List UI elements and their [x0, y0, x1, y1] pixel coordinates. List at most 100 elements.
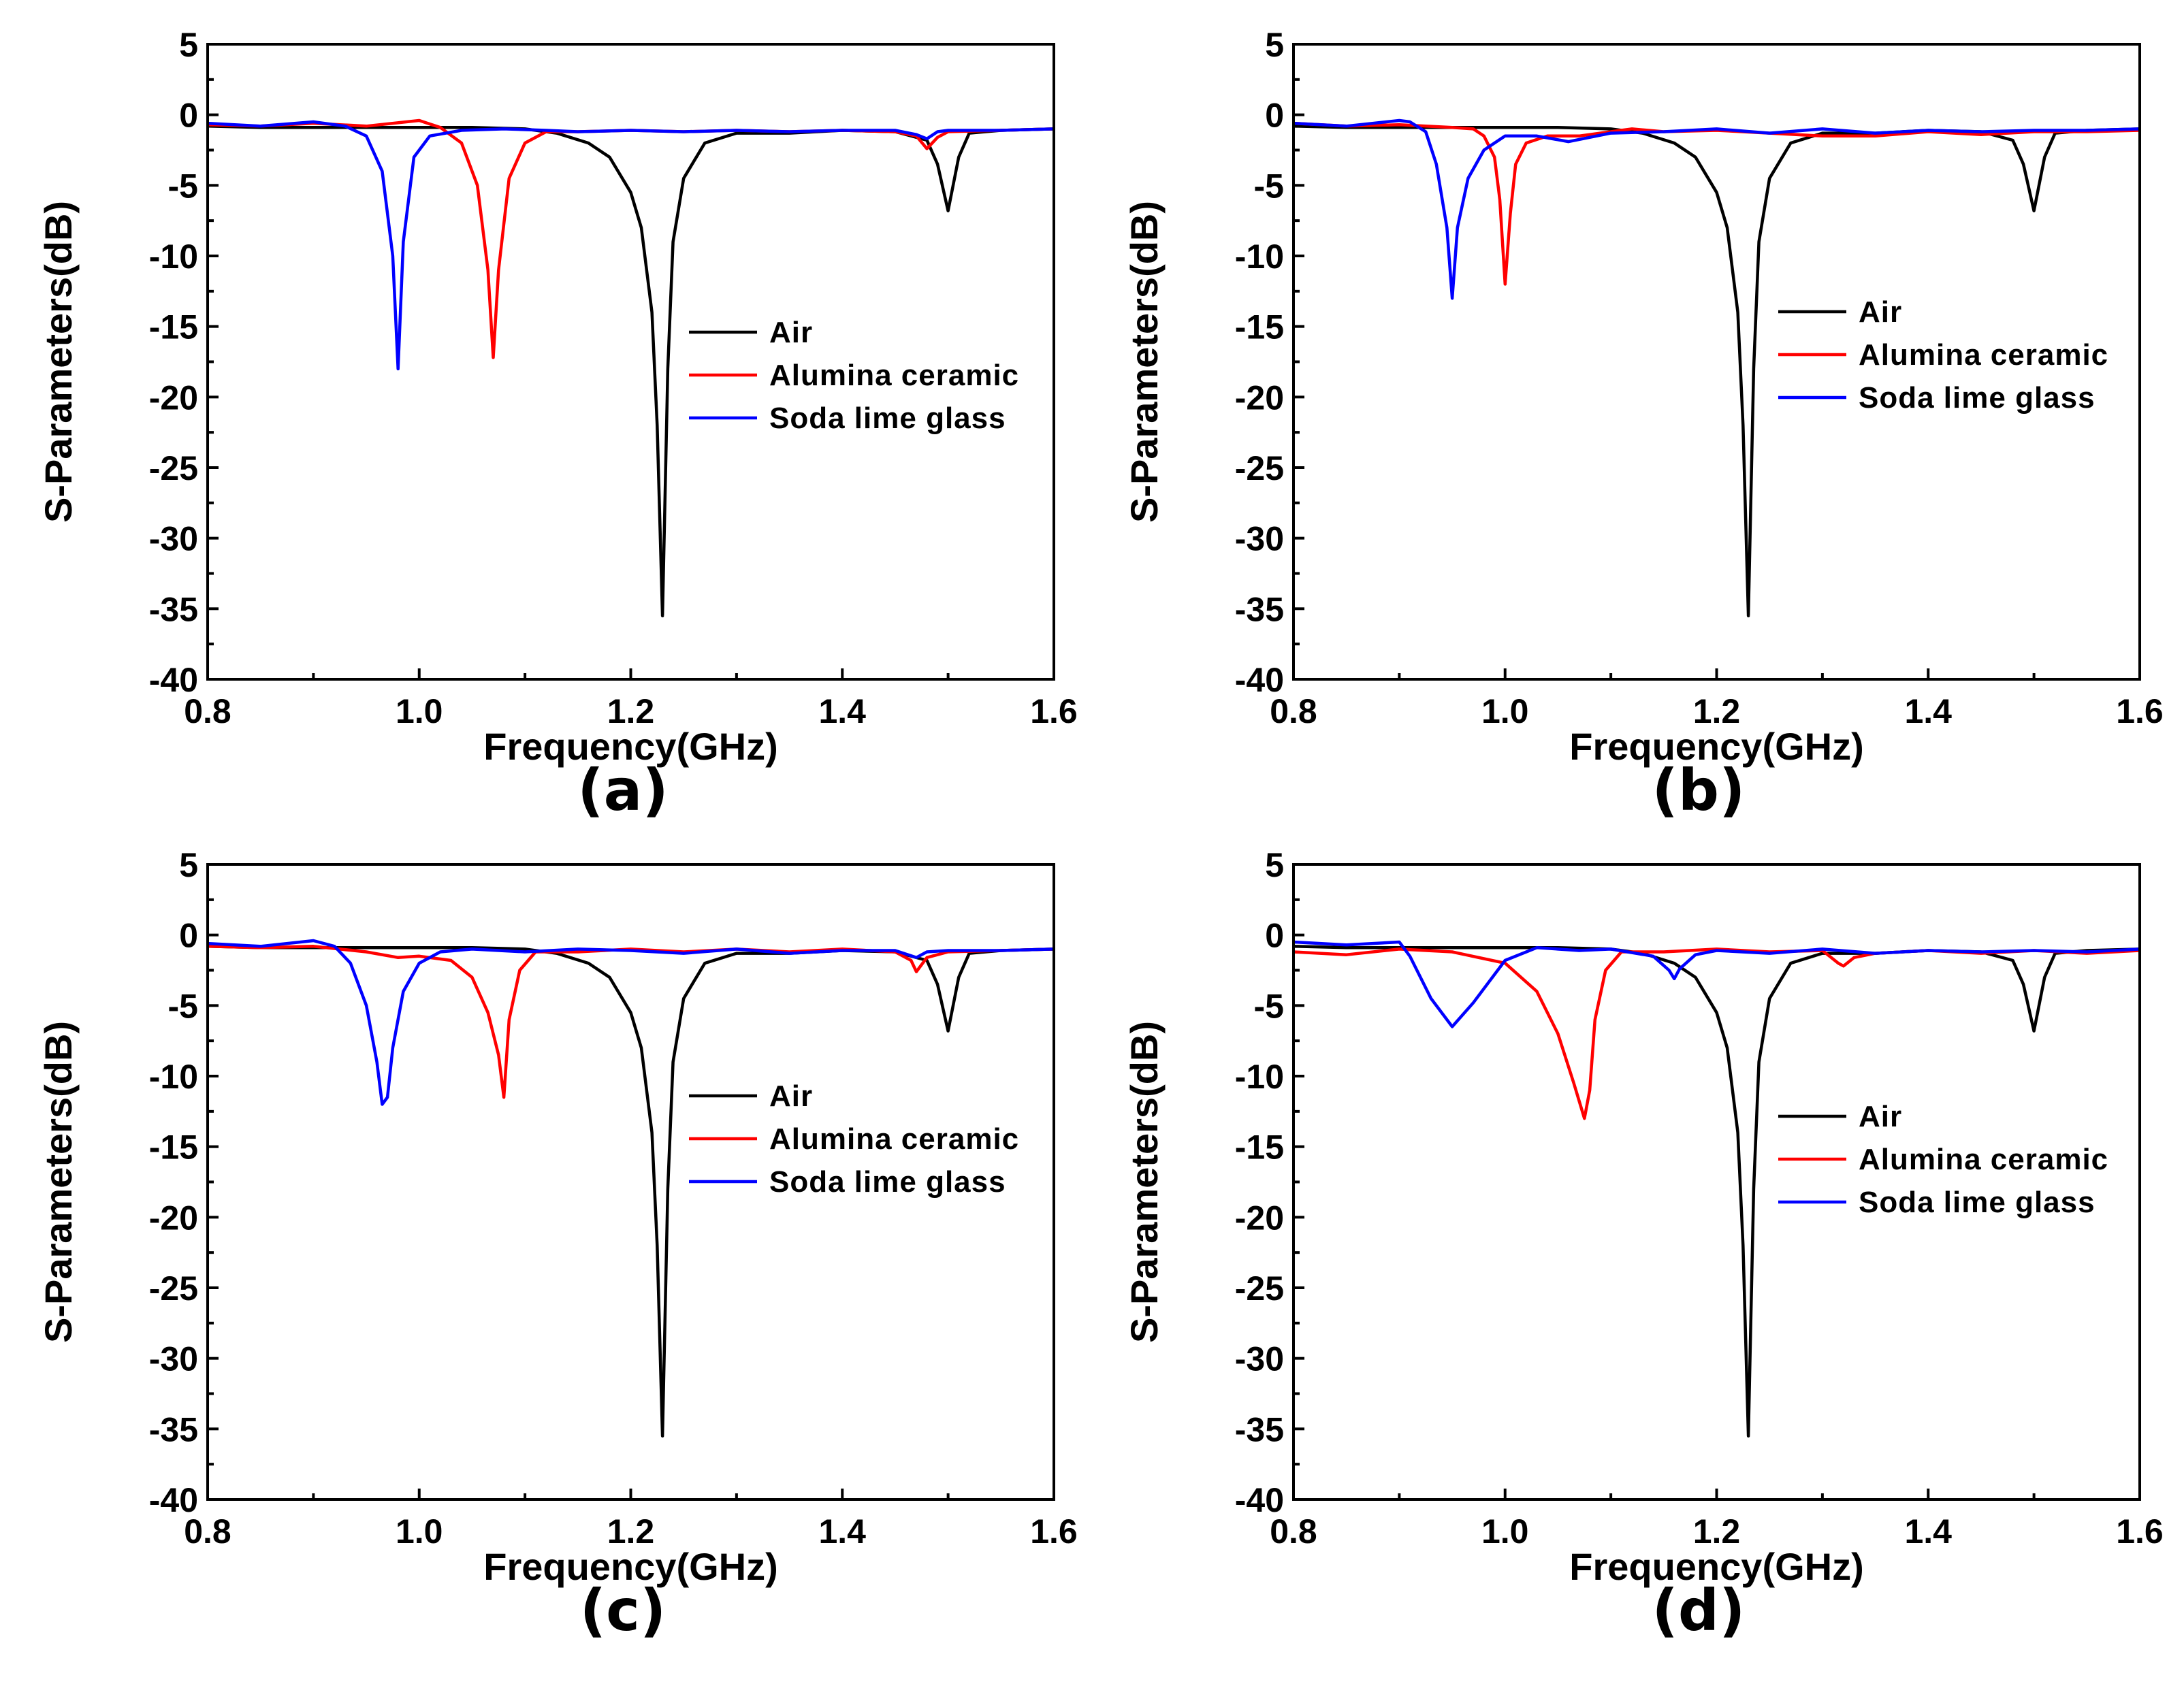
y-tick-label: -15 — [149, 1129, 198, 1167]
y-tick-label: 5 — [179, 26, 198, 64]
y-tick-label: 0 — [1265, 97, 1284, 135]
y-tick-label: -25 — [1235, 1269, 1284, 1308]
y-tick-label: -30 — [149, 520, 198, 558]
x-tick-label: 1.6 — [2116, 1512, 2164, 1551]
x-tick-label: 1.2 — [607, 692, 655, 730]
y-tick-label: 5 — [1265, 846, 1284, 884]
y-tick-label: -10 — [1235, 238, 1284, 276]
legend-label: Alumina ceramic — [769, 1122, 1019, 1156]
chart-panel-2: 0.8 1.0 1.2 1.4 1.6 5 0 -5 -10 -15 -20 -25 -30 -35 -40… — [1123, 26, 2164, 824]
y-tick-label: -40 — [149, 1481, 198, 1519]
panel-label: (c) — [580, 1577, 667, 1644]
x-tick-label: 0.8 — [1270, 692, 1317, 730]
legend-label: Air — [769, 1080, 813, 1113]
series-line-soda-lime-glass — [208, 939, 1054, 1106]
y-axis-title: S-Parameters(dB) — [1123, 1021, 1166, 1343]
x-tick-label: 1.0 — [396, 1512, 443, 1551]
y-tick-label: -5 — [1254, 987, 1284, 1025]
series-line-air — [1294, 125, 2140, 617]
y-tick-label: -10 — [1235, 1058, 1284, 1096]
y-tick-label: -30 — [149, 1340, 198, 1378]
panel-label: (a) — [577, 757, 668, 824]
y-tick-label: 0 — [1265, 917, 1284, 955]
y-tick-label: -35 — [1235, 590, 1284, 628]
x-tick-label: 1.4 — [818, 1512, 866, 1551]
chart-panel-1: 0.8 1.0 1.2 1.4 1.6 5 0 -5 -10 -15 -20 -25 -30 -35 -40… — [37, 26, 1078, 824]
legend-label: Soda lime glass — [769, 402, 1006, 435]
legend-label: Air — [1859, 1100, 1902, 1133]
y-tick-label: -40 — [1235, 661, 1284, 699]
legend: Air Alumina ceramic Soda lime glass — [1778, 1100, 2108, 1219]
y-axis-title: S-Parameters(dB) — [37, 201, 80, 523]
legend: Air Alumina ceramic Soda lime glass — [689, 316, 1019, 435]
legend-label: Soda lime glass — [1859, 1186, 2095, 1219]
y-axis-title: S-Parameters(dB) — [37, 1021, 80, 1343]
y-tick-label: -10 — [149, 238, 198, 276]
x-tick-label: 1.2 — [1693, 692, 1741, 730]
series-line-alumina-ceramic — [1294, 121, 2140, 286]
series-line-soda-lime-glass — [1294, 940, 2140, 1028]
y-tick-label: -40 — [1235, 1481, 1284, 1519]
y-tick-label: -10 — [149, 1058, 198, 1096]
chart-panel-3: 0.8 1.0 1.2 1.4 1.6 5 0 -5 -10 -15 -20 -25 -30 -35 -40… — [37, 846, 1078, 1644]
series-line-alumina-ceramic — [208, 118, 1054, 359]
y-tick-label: -5 — [168, 987, 198, 1025]
y-tick-label: -25 — [1235, 449, 1284, 487]
legend-label: Soda lime glass — [1859, 381, 2095, 415]
legend-label: Air — [1859, 295, 1902, 329]
legend: Air Alumina ceramic Soda lime glass — [1778, 295, 2108, 415]
legend-label: Alumina ceramic — [1859, 338, 2108, 372]
y-tick-label: -5 — [1254, 167, 1284, 205]
x-tick-label: 1.6 — [1030, 1512, 1078, 1551]
y-axis-title: S-Parameters(dB) — [1123, 201, 1166, 523]
y-tick-label: -15 — [1235, 308, 1284, 346]
x-tick-label: 1.2 — [1693, 1512, 1741, 1551]
x-tick-label: 1.2 — [607, 1512, 655, 1551]
y-tick-label: -40 — [149, 661, 198, 699]
legend-label: Air — [769, 316, 813, 349]
series-line-soda-lime-glass — [208, 120, 1054, 371]
panel-label: (b) — [1652, 757, 1746, 824]
x-tick-label: 1.6 — [2116, 692, 2164, 730]
x-axis-title: Frequency(GHz) — [1569, 725, 1864, 768]
y-tick-label: -20 — [149, 1199, 198, 1237]
x-tick-label: 1.0 — [396, 692, 443, 730]
y-tick-label: 5 — [1265, 26, 1284, 64]
legend-label: Alumina ceramic — [769, 359, 1019, 392]
x-axis-title: Frequency(GHz) — [483, 725, 778, 768]
chart-panel-4: 0.8 1.0 1.2 1.4 1.6 5 0 -5 -10 -15 -20 -25 -30 -35 -40… — [1123, 846, 2164, 1644]
y-tick-label: -30 — [1235, 520, 1284, 558]
y-tick-label: -25 — [149, 449, 198, 487]
series-line-air — [208, 125, 1054, 617]
x-tick-label: 1.6 — [1030, 692, 1078, 730]
x-tick-label: 1.4 — [1904, 692, 1952, 730]
x-axis-title: Frequency(GHz) — [1569, 1545, 1864, 1588]
y-tick-label: -20 — [1235, 1199, 1284, 1237]
y-tick-label: -35 — [149, 590, 198, 628]
y-tick-label: -20 — [1235, 378, 1284, 417]
x-tick-label: 0.8 — [184, 1512, 231, 1551]
x-tick-label: 0.8 — [1270, 1512, 1317, 1551]
y-tick-label: -15 — [1235, 1129, 1284, 1167]
y-tick-label: -5 — [168, 167, 198, 205]
x-tick-label: 1.0 — [1481, 1512, 1529, 1551]
y-tick-label: -35 — [1235, 1410, 1284, 1448]
series-line-soda-lime-glass — [1294, 118, 2140, 300]
legend: Air Alumina ceramic Soda lime glass — [689, 1080, 1019, 1199]
y-tick-label: 0 — [179, 97, 198, 135]
y-tick-label: -35 — [149, 1410, 198, 1448]
series-line-air — [208, 945, 1054, 1438]
y-tick-label: 5 — [179, 846, 198, 884]
y-tick-label: 0 — [179, 917, 198, 955]
legend-label: Alumina ceramic — [1859, 1143, 2108, 1176]
legend-label: Soda lime glass — [769, 1165, 1006, 1199]
x-axis-title: Frequency(GHz) — [483, 1545, 778, 1588]
x-tick-label: 1.0 — [1481, 692, 1529, 730]
x-tick-label: 0.8 — [184, 692, 231, 730]
x-tick-label: 1.4 — [818, 692, 866, 730]
panel-label: (d) — [1652, 1577, 1746, 1644]
y-tick-label: -20 — [149, 378, 198, 417]
series-line-alumina-ceramic — [208, 945, 1054, 1099]
y-tick-label: -25 — [149, 1269, 198, 1308]
